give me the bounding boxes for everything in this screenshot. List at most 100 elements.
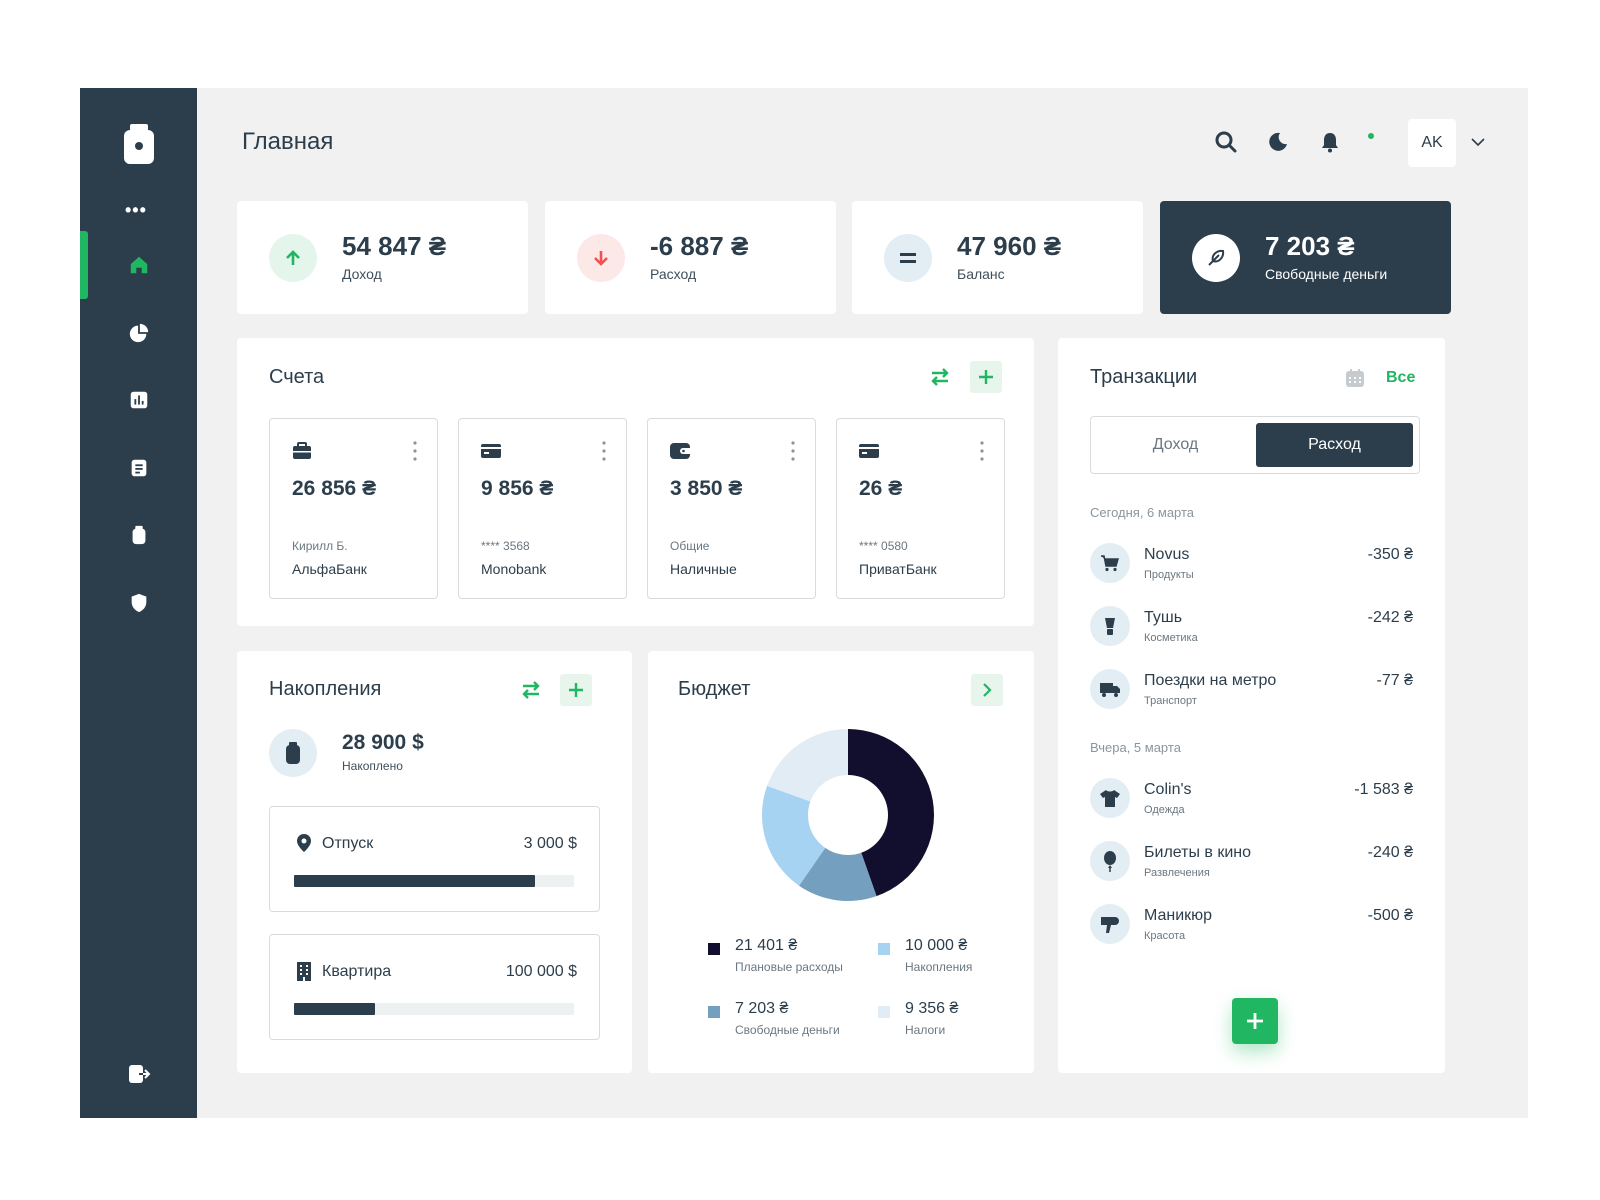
tab-income[interactable]: Доход — [1152, 436, 1199, 453]
sidebar-item-documents[interactable] — [80, 440, 197, 496]
account-amount: 3 850 ₴ — [670, 477, 743, 500]
progress-bar — [294, 1003, 574, 1015]
transaction-name[interactable]: Билеты в кино — [1144, 844, 1252, 861]
account-bank: Наличные — [670, 561, 737, 577]
chevron-right-icon — [983, 683, 992, 697]
stat-label: Доход — [342, 266, 382, 282]
more-icon[interactable]: ••• — [125, 200, 147, 220]
legend-label: Накопления — [905, 960, 973, 974]
plus-icon — [569, 683, 583, 697]
transaction-type-toggle: Доход Расход — [1090, 416, 1420, 474]
moon-icon[interactable] — [1266, 130, 1290, 154]
add-account-button[interactable] — [970, 361, 1002, 393]
legend-value: 21 401 ₴ — [735, 937, 798, 954]
goal-name: Отпуск — [322, 835, 374, 852]
kebab-menu-icon[interactable] — [602, 441, 606, 461]
card-icon — [859, 444, 879, 458]
date-group-label: Сегодня, 6 марта — [1090, 505, 1195, 520]
avatar[interactable]: AK — [1408, 119, 1456, 167]
transaction-category: Красота — [1144, 930, 1186, 942]
kebab-menu-icon[interactable] — [980, 441, 984, 461]
savings-goal[interactable]: Отпуск 3 000 $ — [269, 806, 600, 912]
sidebar-item-reports[interactable] — [80, 372, 197, 428]
account-bank: Monobank — [481, 561, 547, 577]
donut-slice — [767, 729, 848, 802]
shield-icon — [131, 593, 146, 613]
transaction-category: Транспорт — [1144, 695, 1197, 707]
sidebar-item-savings[interactable] — [80, 507, 197, 563]
sidebar-item-home[interactable] — [80, 231, 197, 299]
calendar-icon[interactable] — [1345, 368, 1365, 388]
donut-slice — [762, 785, 826, 886]
legend-label: Налоги — [905, 1023, 946, 1037]
account-owner: Кирилл Б. — [292, 539, 348, 553]
chevron-down-icon[interactable] — [1470, 134, 1486, 150]
bell-icon[interactable] — [1318, 130, 1342, 154]
sidebar-item-analytics[interactable] — [80, 305, 197, 361]
account-card[interactable]: 3 850 ₴ Общие Наличные — [647, 418, 816, 599]
transfer-icon[interactable] — [519, 678, 543, 702]
truck-icon — [1090, 669, 1130, 709]
logo-jar-icon[interactable] — [124, 124, 154, 164]
transaction-name[interactable]: Novus — [1144, 546, 1190, 563]
kebab-menu-icon[interactable] — [413, 441, 417, 461]
transaction-amount: -1 583 ₴ — [1354, 781, 1413, 798]
transaction-name[interactable]: Colin's — [1144, 781, 1192, 798]
tab-expense[interactable]: Расход — [1256, 423, 1413, 467]
logout-icon[interactable] — [127, 1062, 151, 1086]
budget-title: Бюджет — [678, 678, 751, 700]
plus-icon — [1247, 1013, 1263, 1029]
account-amount: 9 856 ₴ — [481, 477, 554, 500]
balloon-icon — [1090, 841, 1130, 881]
accounts-panel: Счета 26 856 ₴ Кирилл Б. АльфаБанк 9 856… — [237, 338, 1034, 626]
transaction-name[interactable]: Поездки на метро — [1144, 672, 1277, 689]
transactions-title: Транзакции — [1090, 366, 1198, 388]
pie-chart-icon — [129, 323, 148, 343]
stat-label: Баланс — [957, 266, 1005, 282]
stat-label: Свободные деньги — [1265, 266, 1388, 282]
arrow-up-icon — [269, 234, 317, 282]
page-title: Главная — [242, 128, 334, 155]
transfer-icon[interactable] — [928, 365, 952, 389]
stat-label: Расход — [650, 266, 697, 282]
transaction-name[interactable]: Маникюр — [1144, 907, 1213, 924]
active-indicator — [80, 231, 88, 299]
notification-badge — [1366, 131, 1376, 141]
budget-details-button[interactable] — [971, 674, 1003, 706]
account-amount: 26 856 ₴ — [292, 477, 377, 500]
donut-slice — [799, 847, 877, 901]
add-transaction-button[interactable] — [1232, 998, 1278, 1044]
wallet-icon — [670, 443, 690, 459]
search-icon[interactable] — [1214, 130, 1238, 154]
donut-slice — [848, 729, 934, 897]
transaction-amount: -350 ₴ — [1367, 546, 1413, 563]
account-card[interactable]: 9 856 ₴ **** 3568 Monobank — [458, 418, 627, 599]
legend-swatch — [708, 943, 720, 955]
equals-icon — [884, 234, 932, 282]
card-icon — [481, 444, 501, 458]
all-transactions-link[interactable]: Все — [1386, 369, 1416, 386]
sidebar: ••• — [80, 88, 197, 1118]
sidebar-item-security[interactable] — [80, 575, 197, 631]
goal-amount: 3 000 $ — [523, 835, 577, 852]
bar-chart-icon — [130, 391, 147, 409]
transaction-name[interactable]: Тушь — [1144, 609, 1183, 626]
transaction-amount: -242 ₴ — [1367, 609, 1413, 626]
transaction-category: Развлечения — [1144, 867, 1210, 879]
savings-amount: 28 900 $ — [342, 731, 424, 754]
stat-card-free-money: 7 203 ₴ Свободные деньги — [1160, 201, 1451, 314]
savings-goal[interactable]: Квартира 100 000 $ — [269, 934, 600, 1040]
transaction-amount: -500 ₴ — [1367, 907, 1413, 924]
stat-value: -6 887 ₴ — [650, 231, 749, 261]
kebab-menu-icon[interactable] — [791, 441, 795, 461]
account-amount: 26 ₴ — [859, 477, 903, 500]
account-card[interactable]: 26 ₴ **** 0580 ПриватБанк — [836, 418, 1005, 599]
account-number: **** 3568 — [481, 539, 530, 553]
add-savings-button[interactable] — [560, 674, 592, 706]
account-card[interactable]: 26 856 ₴ Кирилл Б. АльфаБанк — [269, 418, 438, 599]
app-frame: ••• Главная — [80, 88, 1528, 1118]
home-icon — [130, 256, 147, 274]
transaction-amount: -77 ₴ — [1376, 672, 1413, 689]
jar-icon — [269, 729, 317, 777]
hairdryer-icon — [1090, 904, 1130, 944]
